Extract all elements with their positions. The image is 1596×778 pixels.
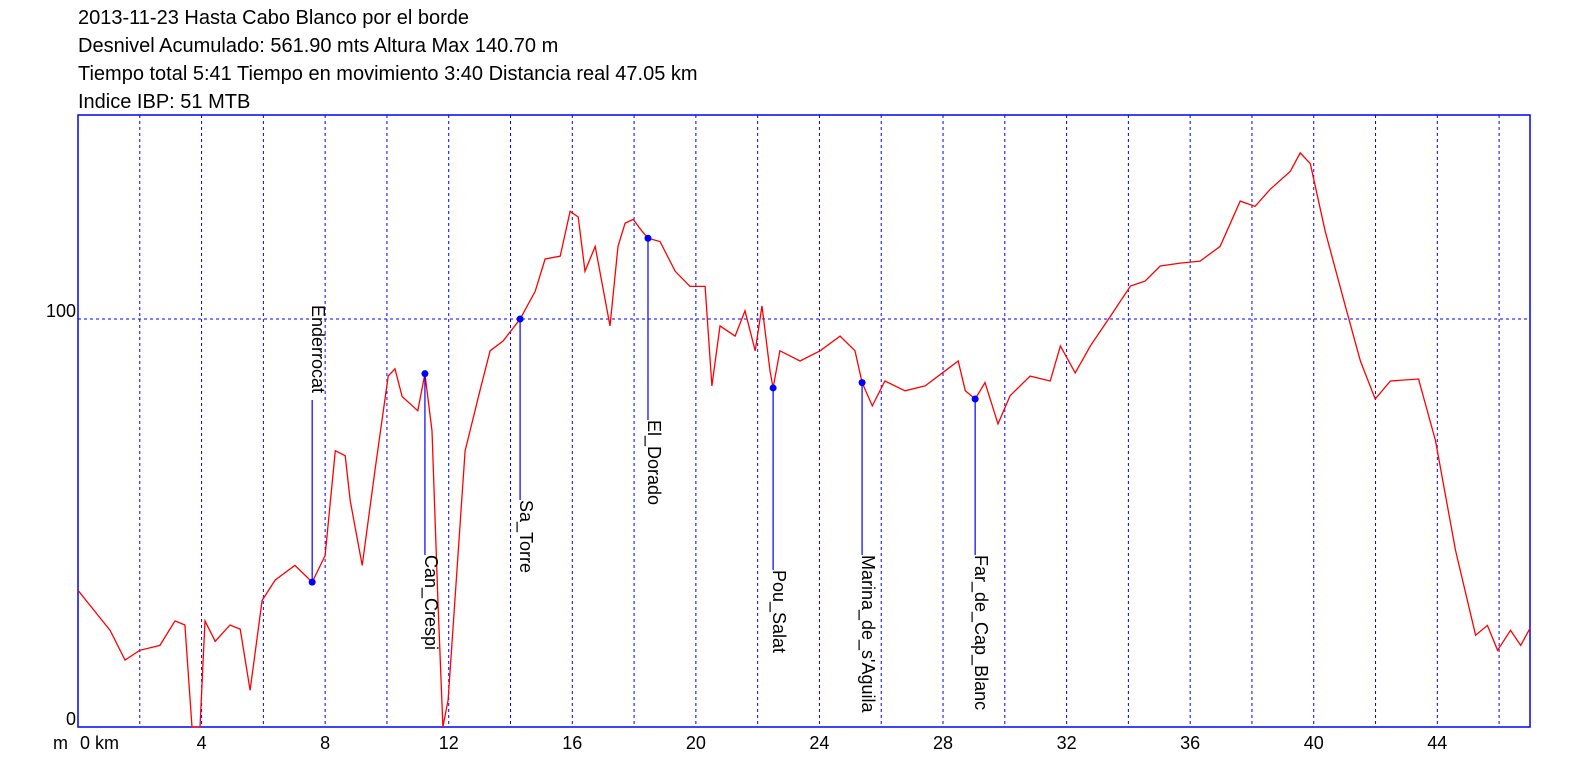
x-tick-label: 8 (320, 733, 330, 753)
chart-subtitle: Desnivel Acumulado: 561.90 mts Altura Ma… (78, 35, 558, 57)
x-tick-label: 24 (809, 733, 829, 753)
chart-subtitle: Indice IBP: 51 MTB (78, 91, 250, 113)
x-tick-label: 40 (1304, 733, 1324, 753)
x-tick-label: 44 (1427, 733, 1447, 753)
waypoint-label: Marina_de_s'Aguila (857, 555, 878, 714)
chart-subtitle: Tiempo total 5:41 Tiempo en movimiento 3… (78, 63, 698, 85)
x-tick-label: 12 (439, 733, 459, 753)
waypoint-marker (858, 379, 866, 387)
x-tick-label: 36 (1180, 733, 1200, 753)
waypoint-marker (644, 234, 652, 242)
chart-title: 2013-11-23 Hasta Cabo Blanco por el bord… (78, 7, 469, 29)
x-tick-label: 0 km (80, 733, 119, 753)
waypoint-label: Enderrocat (308, 305, 328, 393)
x-tick-label: 4 (197, 733, 207, 753)
waypoint-label: Sa_Torre (515, 500, 536, 573)
x-tick-label: 20 (686, 733, 706, 753)
x-tick-label: 16 (562, 733, 582, 753)
waypoint-label: El_Dorado (643, 420, 664, 505)
y-tick-label: 100 (46, 301, 76, 321)
waypoint-label: Pou_Salat (768, 570, 789, 653)
y-axis-unit: m (53, 733, 68, 753)
elevation-line (77, 151, 1531, 728)
waypoint-label: Far_de_Cap_Blanc (970, 555, 991, 710)
waypoint-label: Can_Crespi (420, 555, 441, 650)
plot-frame (77, 114, 1531, 728)
waypoint-marker (308, 578, 316, 586)
x-tick-label: 32 (1057, 733, 1077, 753)
waypoint-marker (769, 384, 777, 392)
y-tick-label: 0 (66, 709, 76, 729)
waypoint-marker (421, 370, 429, 378)
waypoint-marker (971, 395, 979, 403)
x-tick-label: 28 (933, 733, 953, 753)
waypoint-marker (516, 315, 524, 323)
